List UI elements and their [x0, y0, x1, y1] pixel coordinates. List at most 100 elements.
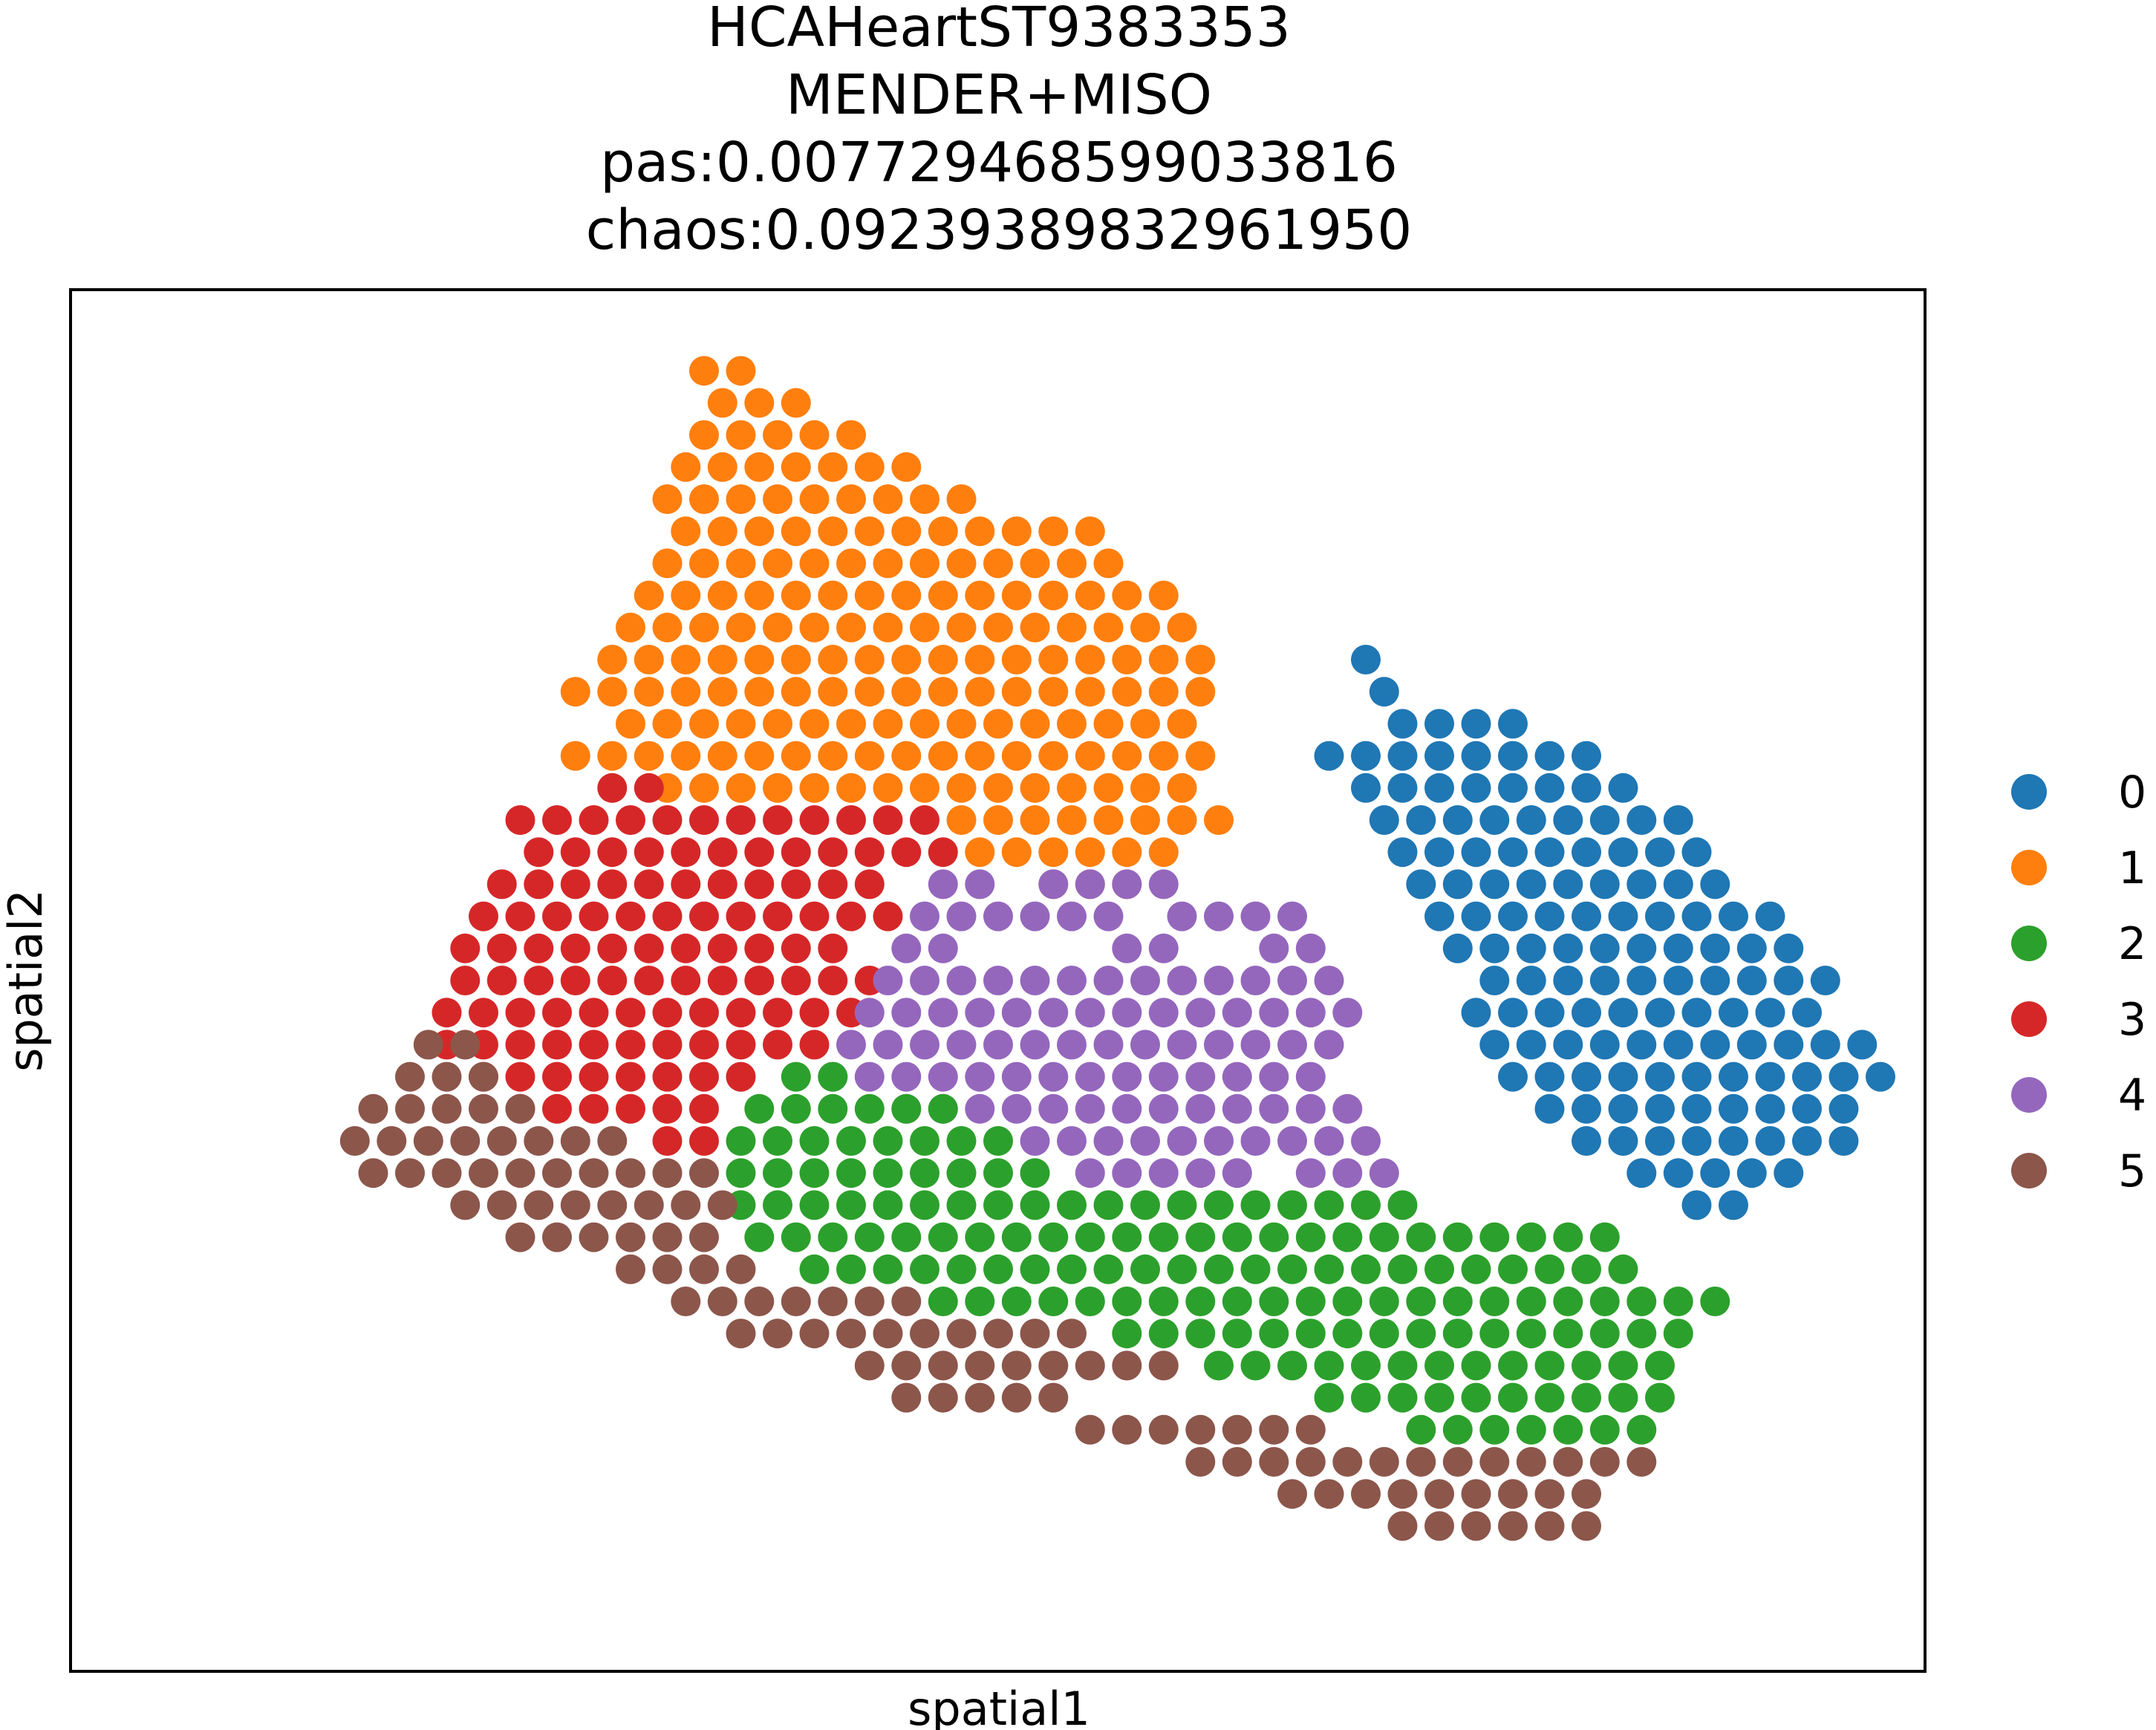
- spot-cluster-4: [910, 966, 939, 995]
- spot-cluster-0: [1608, 1126, 1638, 1156]
- spot-cluster-5: [1572, 1511, 1601, 1541]
- spot-cluster-1: [891, 516, 922, 547]
- spot-cluster-0: [1314, 741, 1344, 771]
- spot-cluster-2: [873, 1254, 903, 1284]
- spot-cluster-1: [1020, 709, 1050, 739]
- spot-cluster-1: [1093, 805, 1124, 835]
- spot-cluster-3: [579, 901, 609, 931]
- spot-cluster-2: [1020, 1158, 1050, 1188]
- spot-cluster-3: [652, 1030, 683, 1060]
- spot-cluster-3: [597, 966, 628, 995]
- spot-cluster-2: [1185, 1287, 1216, 1316]
- spot-cluster-3: [707, 966, 737, 995]
- spot-cluster-2: [946, 1254, 977, 1284]
- spot-cluster-5: [965, 1350, 995, 1381]
- spot-cluster-0: [1719, 1190, 1748, 1220]
- spot-cluster-4: [1075, 869, 1105, 900]
- spot-cluster-5: [505, 1222, 535, 1252]
- spot-cluster-0: [1774, 1158, 1804, 1188]
- spot-cluster-5: [1075, 1414, 1105, 1445]
- spot-cluster-5: [1553, 1447, 1583, 1477]
- spot-cluster-5: [1314, 1479, 1344, 1509]
- spot-cluster-5: [1185, 1414, 1216, 1445]
- spot-cluster-5: [1479, 1447, 1510, 1477]
- spot-cluster-0: [1828, 1093, 1859, 1124]
- spot-cluster-1: [1167, 773, 1197, 803]
- spot-cluster-4: [891, 933, 922, 963]
- spot-cluster-4: [1204, 1030, 1234, 1060]
- spot-cluster-0: [1681, 837, 1712, 868]
- spot-cluster-1: [910, 709, 939, 739]
- spot-cluster-0: [1719, 1061, 1748, 1092]
- spot-cluster-3: [836, 901, 866, 931]
- spot-cluster-1: [763, 420, 792, 450]
- spot-cluster-4: [1277, 1126, 1307, 1156]
- spot-cluster-0: [1792, 1061, 1822, 1092]
- spot-cluster-5: [1020, 1318, 1050, 1349]
- spot-cluster-5: [469, 1061, 498, 1092]
- spot-cluster-2: [1240, 1350, 1271, 1381]
- spot-cluster-3: [616, 1061, 645, 1092]
- y-axis-label: spatial2: [0, 889, 53, 1072]
- spot-cluster-0: [1792, 998, 1822, 1028]
- spot-cluster-3: [579, 805, 609, 835]
- spot-cluster-4: [983, 901, 1013, 931]
- spot-cluster-5: [671, 1190, 701, 1220]
- spot-cluster-2: [965, 1222, 995, 1252]
- spot-cluster-1: [634, 677, 664, 707]
- spot-cluster-1: [799, 548, 830, 579]
- spot-cluster-3: [928, 837, 958, 868]
- spot-cluster-1: [671, 452, 701, 482]
- spot-cluster-1: [1130, 709, 1160, 739]
- spot-cluster-2: [1093, 1190, 1124, 1220]
- spot-cluster-5: [579, 1222, 609, 1252]
- spot-cluster-1: [560, 741, 590, 771]
- spot-cluster-2: [1314, 1254, 1344, 1284]
- spot-cluster-0: [1369, 805, 1399, 835]
- spot-cluster-0: [1516, 805, 1546, 835]
- spot-cluster-4: [1295, 933, 1326, 963]
- spot-cluster-1: [689, 484, 719, 514]
- spot-cluster-2: [1479, 1318, 1510, 1349]
- spot-cluster-2: [1516, 1414, 1546, 1445]
- spot-cluster-3: [689, 1061, 719, 1092]
- spot-cluster-3: [560, 837, 590, 868]
- spot-cluster-3: [652, 805, 683, 835]
- spot-cluster-2: [1130, 1254, 1160, 1284]
- spot-cluster-3: [652, 1093, 683, 1124]
- spot-cluster-4: [928, 933, 958, 963]
- spot-cluster-1: [836, 612, 866, 643]
- spot-cluster-5: [560, 1126, 590, 1156]
- spot-cluster-1: [891, 452, 922, 482]
- spot-cluster-0: [1755, 1126, 1785, 1156]
- spot-cluster-5: [486, 1190, 517, 1220]
- spot-cluster-1: [1057, 612, 1087, 643]
- spot-cluster-1: [1075, 516, 1105, 547]
- spot-cluster-2: [836, 1126, 866, 1156]
- spot-cluster-4: [965, 1061, 995, 1092]
- spot-cluster-4: [983, 1030, 1013, 1060]
- spot-cluster-2: [1222, 1287, 1252, 1316]
- spot-cluster-3: [505, 1030, 535, 1060]
- spot-cluster-1: [763, 484, 792, 514]
- spot-cluster-2: [1645, 1350, 1675, 1381]
- spot-cluster-4: [1093, 901, 1124, 931]
- spot-cluster-0: [1626, 933, 1657, 963]
- spot-cluster-1: [726, 484, 756, 514]
- spot-cluster-3: [744, 933, 775, 963]
- spot-cluster-1: [671, 645, 701, 674]
- spot-cluster-1: [1112, 580, 1142, 611]
- spot-cluster-2: [836, 1190, 866, 1220]
- spot-cluster-2: [1461, 1350, 1491, 1381]
- spot-cluster-5: [1185, 1447, 1216, 1477]
- spot-cluster-2: [1589, 1318, 1620, 1349]
- spot-cluster-1: [983, 773, 1013, 803]
- spot-cluster-1: [652, 612, 683, 643]
- spot-cluster-2: [799, 1190, 830, 1220]
- spot-cluster-1: [597, 645, 628, 674]
- spot-cluster-3: [505, 1061, 535, 1092]
- spot-cluster-3: [486, 966, 517, 995]
- spot-cluster-1: [707, 388, 737, 418]
- spot-cluster-3: [469, 901, 498, 931]
- spot-cluster-0: [1645, 1093, 1675, 1124]
